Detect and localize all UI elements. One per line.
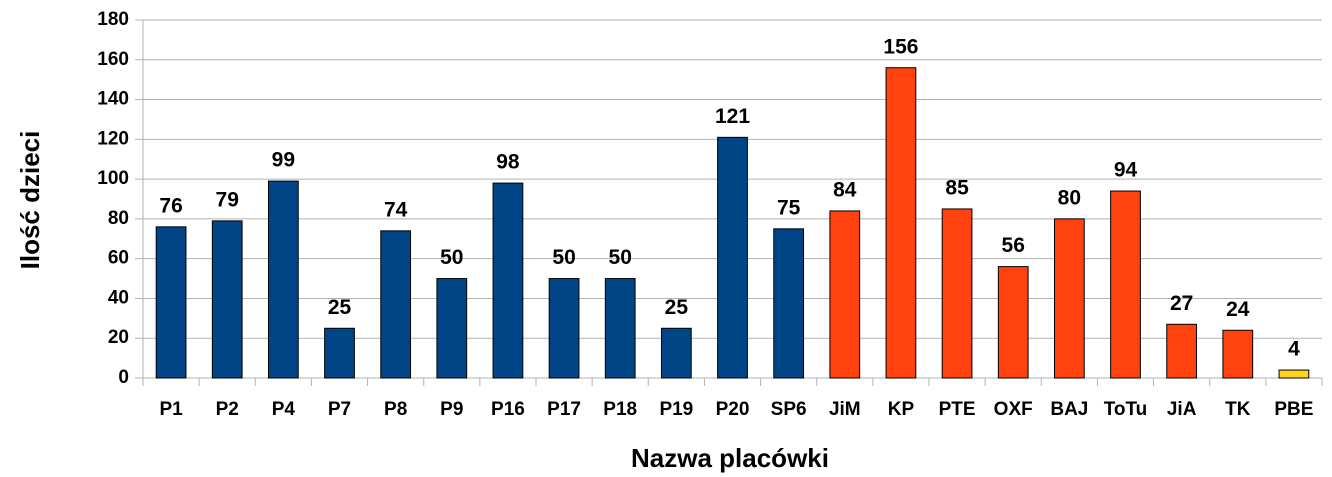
y-tick-label: 60: [108, 248, 129, 269]
x-tick-label: P2: [216, 399, 239, 420]
y-tick-label: 100: [97, 168, 129, 189]
bar: [380, 230, 412, 379]
value-label: 76: [159, 194, 182, 217]
value-label: 80: [1058, 186, 1081, 209]
x-tick-label: PTE: [939, 399, 976, 420]
value-label: 25: [665, 296, 689, 319]
bar: [1278, 369, 1310, 379]
bar: [1110, 190, 1141, 379]
bar: [604, 278, 636, 379]
value-label: 99: [272, 149, 295, 172]
value-label: 50: [609, 246, 632, 269]
value-label: 75: [777, 196, 801, 219]
x-tick-label: P7: [328, 399, 351, 420]
value-label: 156: [883, 35, 918, 58]
value-label: 25: [328, 296, 352, 319]
x-tick-label: JiM: [829, 399, 861, 420]
y-tick-label: 20: [108, 327, 129, 348]
x-tick-label: KP: [888, 399, 915, 420]
bar: [997, 266, 1029, 379]
bar: [941, 208, 973, 379]
value-label: 98: [496, 151, 520, 174]
bar: [717, 136, 748, 379]
bar: [267, 180, 299, 379]
bar: [1166, 323, 1198, 379]
value-label: 94: [1114, 159, 1138, 182]
bar: [492, 182, 524, 379]
bar: [885, 67, 917, 379]
value-label: 50: [552, 246, 575, 269]
y-tick-label: 40: [108, 287, 129, 308]
y-tick-label: 0: [118, 367, 129, 388]
x-tick-label: TK: [1225, 399, 1251, 420]
bar: [155, 226, 187, 379]
bar: [1222, 329, 1254, 379]
x-tick-label: P18: [603, 399, 637, 420]
x-tick-label: P17: [547, 399, 581, 420]
x-tick-label: P4: [272, 399, 296, 420]
y-axis-title: Ilość dzieci: [15, 131, 45, 270]
value-label: 24: [1226, 298, 1250, 321]
x-tick-label: P1: [159, 399, 183, 420]
value-label: 56: [1002, 234, 1025, 257]
x-tick-label: P9: [440, 399, 463, 420]
bar: [660, 327, 692, 379]
bar: [211, 220, 243, 379]
x-tick-label: JiA: [1167, 399, 1197, 420]
value-label: 84: [833, 178, 857, 201]
bar: [436, 278, 468, 379]
y-tick-label: 140: [97, 89, 129, 110]
bar: [324, 327, 355, 379]
bar: [829, 210, 861, 379]
value-label: 121: [715, 105, 750, 128]
x-axis-title: Nazwa placówki: [631, 443, 829, 473]
value-label: 74: [384, 198, 408, 221]
bar: [548, 278, 580, 379]
x-tick-label: P8: [384, 399, 407, 420]
x-tick-label: PBE: [1274, 399, 1313, 420]
y-tick-label: 180: [97, 9, 129, 30]
x-tick-label: OXF: [994, 399, 1033, 420]
y-tick-label: 80: [108, 208, 129, 229]
x-tick-label: SP6: [771, 399, 807, 420]
y-tick-label: 120: [97, 128, 129, 149]
bar: [1053, 218, 1085, 379]
value-label: 27: [1170, 292, 1193, 315]
x-tick-label: P20: [716, 399, 750, 420]
value-label: 85: [945, 176, 969, 199]
bar: [773, 228, 805, 379]
y-tick-label: 160: [97, 49, 129, 70]
x-tick-label: P16: [491, 399, 525, 420]
x-tick-label: ToTu: [1104, 399, 1148, 420]
value-label: 50: [440, 246, 463, 269]
x-tick-label: P19: [659, 399, 693, 420]
value-label: 79: [216, 188, 239, 211]
x-tick-label: BAJ: [1050, 399, 1088, 420]
value-label: 4: [1288, 338, 1300, 361]
